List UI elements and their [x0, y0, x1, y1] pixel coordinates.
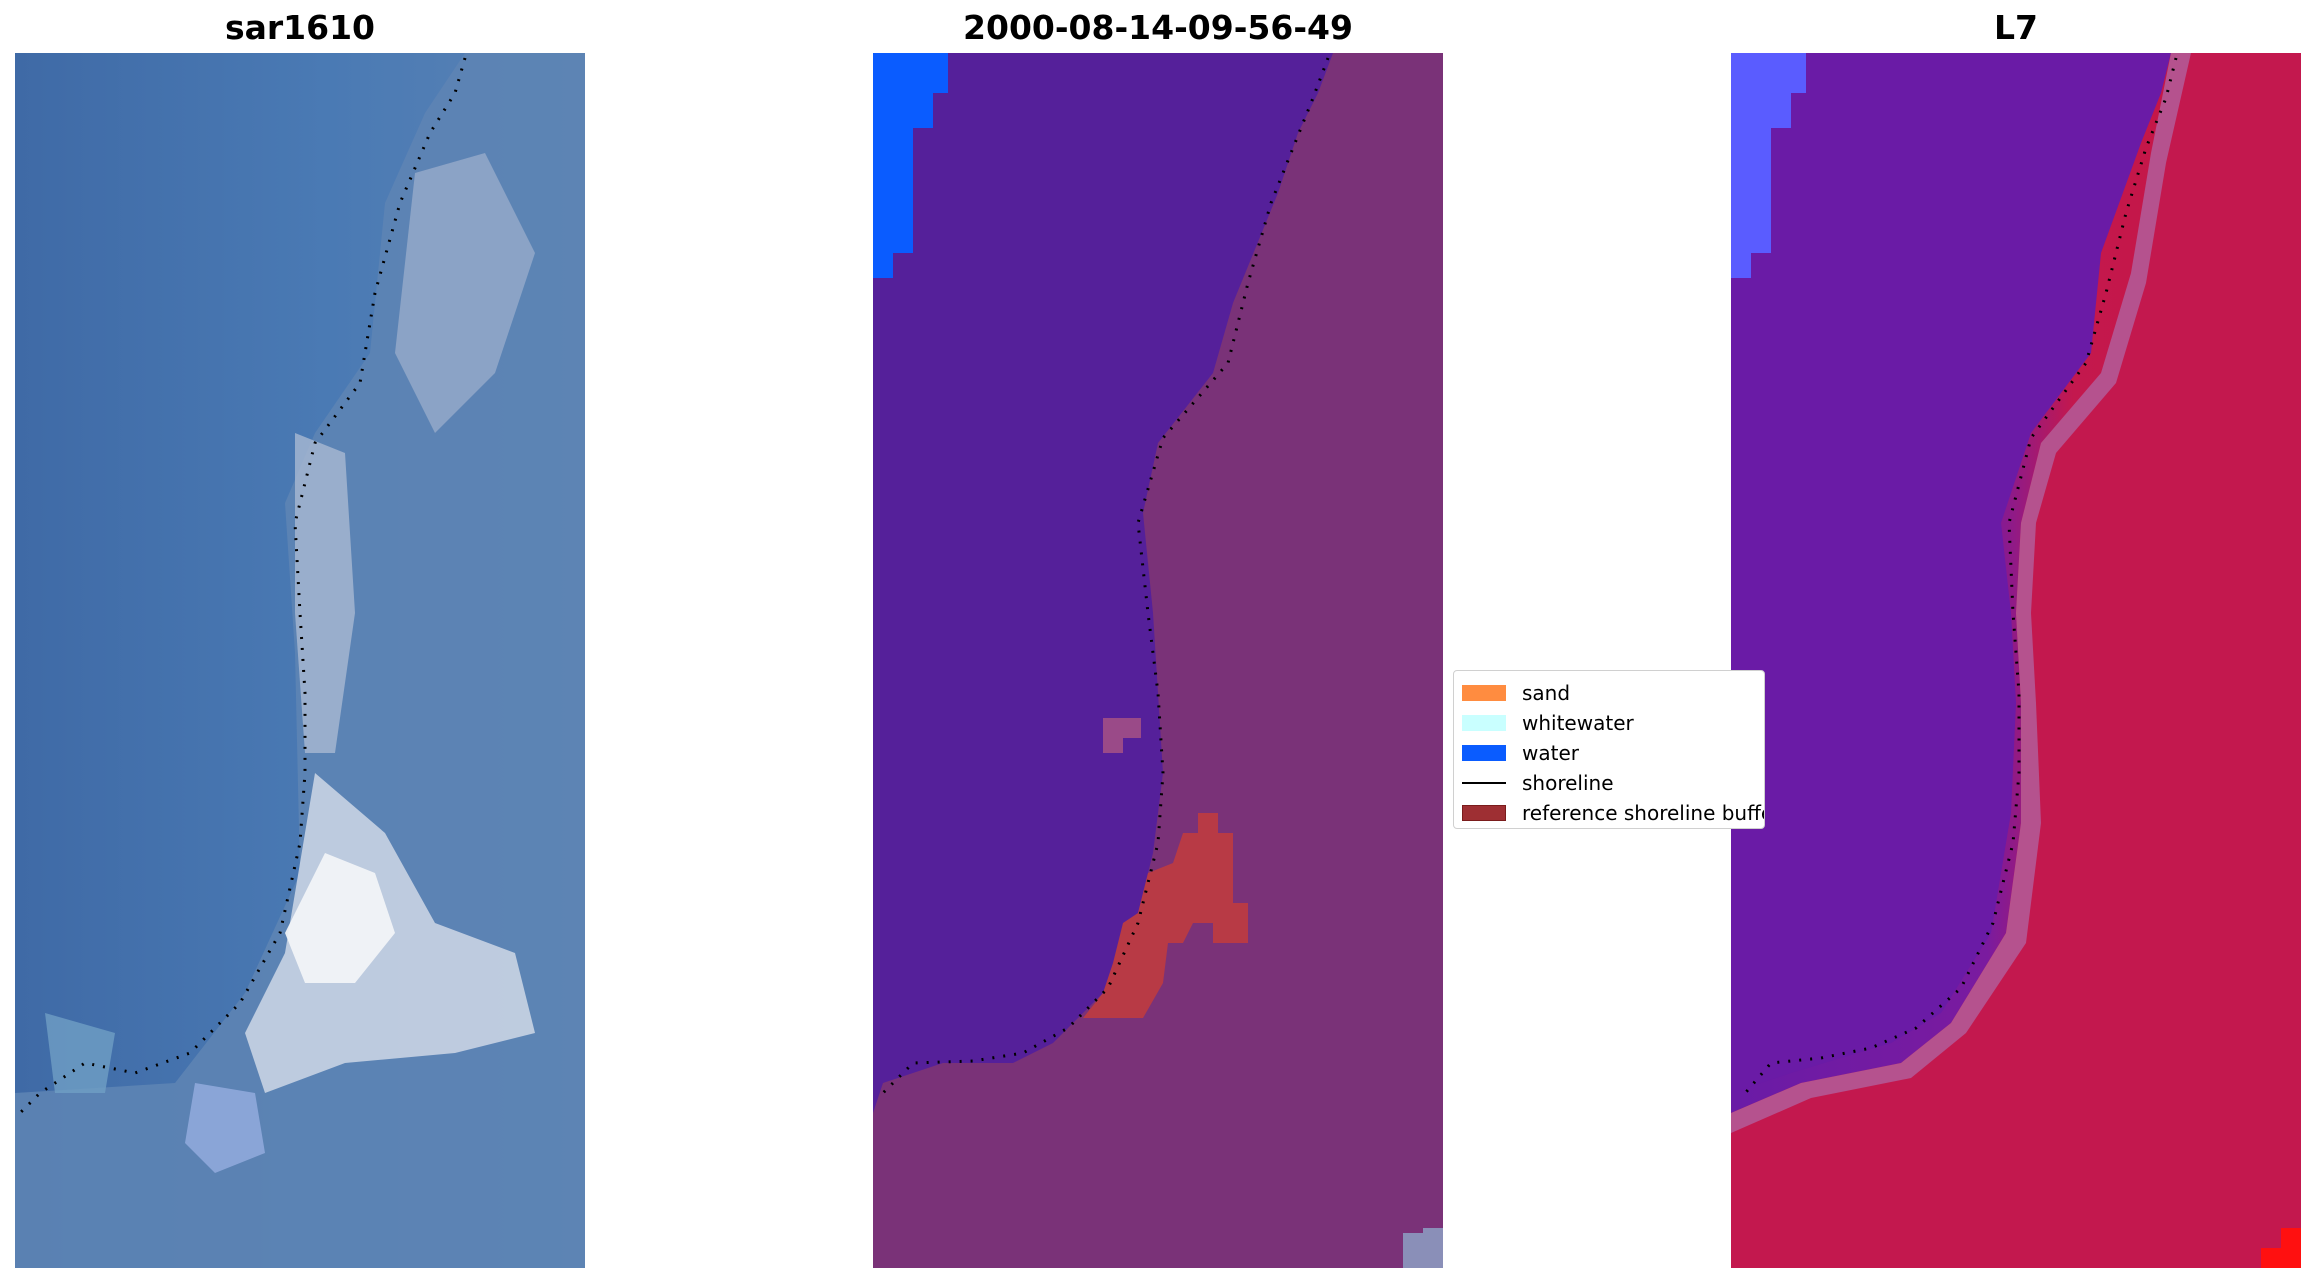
shoreline-classified	[881, 57, 1330, 1095]
legend-swatch-shoreline	[1462, 782, 1506, 784]
rgb-image	[15, 53, 585, 1268]
legend-item-reference-buffer: reference shoreline buffer	[1462, 798, 1765, 828]
legend-label-shoreline: shoreline	[1522, 771, 1614, 795]
legend-item-sand: sand	[1462, 678, 1570, 708]
legend-label-reference-buffer: reference shoreline buffer	[1522, 801, 1765, 825]
mndwi-image	[1731, 53, 2301, 1268]
legend-label-sand: sand	[1522, 681, 1571, 705]
panel-title-rgb: sar1610	[224, 8, 376, 47]
classified-image-panel	[873, 53, 1443, 1268]
legend-swatch-whitewater	[1462, 715, 1506, 731]
legend-item-water: water	[1462, 738, 1579, 768]
legend-label-water: water	[1522, 741, 1579, 765]
classified-image	[873, 53, 1443, 1268]
legend-label-whitewater: whitewater	[1522, 711, 1634, 735]
legend-item-shoreline: shoreline	[1462, 768, 1614, 798]
shoreline-rgb	[18, 57, 467, 1115]
rgb-image-panel	[15, 53, 585, 1268]
legend-swatch-reference-buffer	[1462, 805, 1506, 821]
legend: sand whitewater water shoreline referenc…	[1453, 670, 1765, 829]
legend-swatch-sand	[1462, 685, 1506, 701]
mndwi-image-panel	[1731, 53, 2301, 1268]
legend-item-whitewater: whitewater	[1462, 708, 1634, 738]
legend-swatch-water	[1462, 745, 1506, 761]
panel-title-classified: 2000-08-14-09-56-49	[963, 8, 1353, 47]
panel-title-mndwi: L7	[1994, 8, 2038, 47]
